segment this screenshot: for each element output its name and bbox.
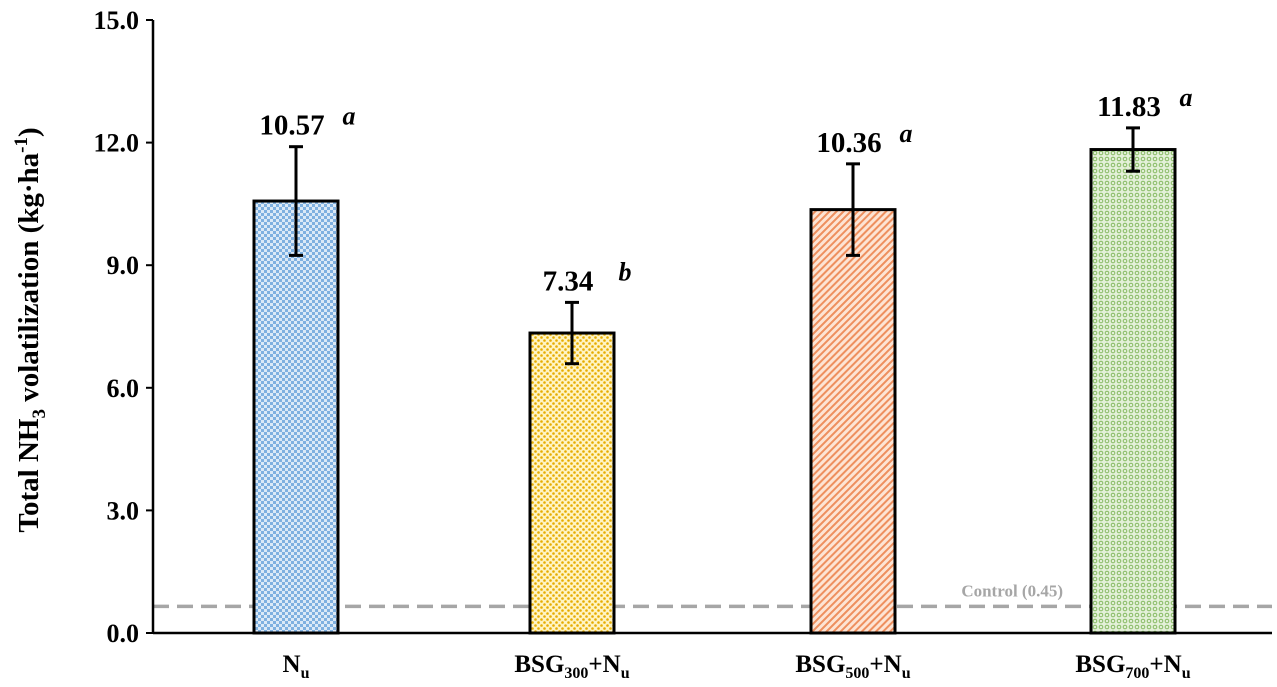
x-tick-label-subscript: u <box>1182 665 1191 682</box>
x-tick-label-subscript: 500 <box>845 665 869 682</box>
x-tick-label: Nu <box>283 651 310 682</box>
axes <box>151 20 1272 635</box>
control-label: Control (0.45) <box>961 581 1063 600</box>
x-tick-label-mid: +N <box>869 651 901 678</box>
bar <box>252 199 340 635</box>
data-label: 11.83 <box>1097 91 1161 123</box>
y-axis-label: Total NH3 volatilization (kg·ha-1) <box>11 127 50 532</box>
x-tick-label-subscript: 300 <box>564 665 588 682</box>
x-tick-label-base: BSG <box>1075 651 1125 678</box>
significance-letter: b <box>619 257 632 286</box>
y-tick-label: 6.0 <box>107 374 140 403</box>
y-axis-title-subscript: 3 <box>29 409 50 419</box>
bar <box>528 331 616 635</box>
significance-letter: a <box>1180 83 1193 112</box>
y-tick-label: 15.0 <box>94 6 140 35</box>
data-label: 10.57 <box>259 110 324 142</box>
x-tick-label-mid: +N <box>588 651 620 678</box>
data-label: 7.34 <box>543 265 594 297</box>
y-axis-title-part: ) <box>13 127 45 137</box>
x-tick-label-mid: +N <box>1149 651 1181 678</box>
x-tick-label: BSG500+Nu <box>795 651 910 682</box>
x-tick-label-subscript: u <box>301 665 310 682</box>
x-tick-label-base: BSG <box>795 651 845 678</box>
x-tick-label: BSG300+Nu <box>514 651 629 682</box>
x-tick-label: BSG700+Nu <box>1075 651 1190 682</box>
y-tick-label: 9.0 <box>107 251 140 280</box>
bar <box>809 208 897 635</box>
control-line-group: Control (0.45) <box>153 581 1272 609</box>
y-tick-label: 3.0 <box>107 496 140 525</box>
y-axis-ticks: 0.0 3.0 6.0 9.0 12.0 15.0 <box>94 6 153 648</box>
x-axis-labels: Nu BSG300+Nu BSG500+Nu BSG700+Nu <box>283 651 1191 682</box>
x-tick-label-base: N <box>283 651 301 678</box>
x-tick-label-subscript: 700 <box>1125 665 1149 682</box>
y-axis-title-part: volatilization (kg·ha <box>13 152 45 409</box>
y-axis-title-part: Total NH <box>13 418 45 533</box>
y-axis-title-superscript: -1 <box>11 137 32 153</box>
significance-letter: a <box>343 102 356 131</box>
significance-letter: a <box>900 119 913 148</box>
y-tick-label: 12.0 <box>94 129 140 158</box>
x-tick-label-subscript: u <box>902 665 911 682</box>
bar-series: 10.57 a 7.34 b 10.36 a 11.83 a <box>252 83 1193 635</box>
y-tick-label: 0.0 <box>107 619 140 648</box>
x-tick-label-base: BSG <box>514 651 564 678</box>
data-label: 10.36 <box>816 127 881 159</box>
bar <box>1089 148 1177 635</box>
y-axis-title: Total NH3 volatilization (kg·ha-1) <box>11 127 50 532</box>
x-tick-label-subscript: u <box>621 665 630 682</box>
